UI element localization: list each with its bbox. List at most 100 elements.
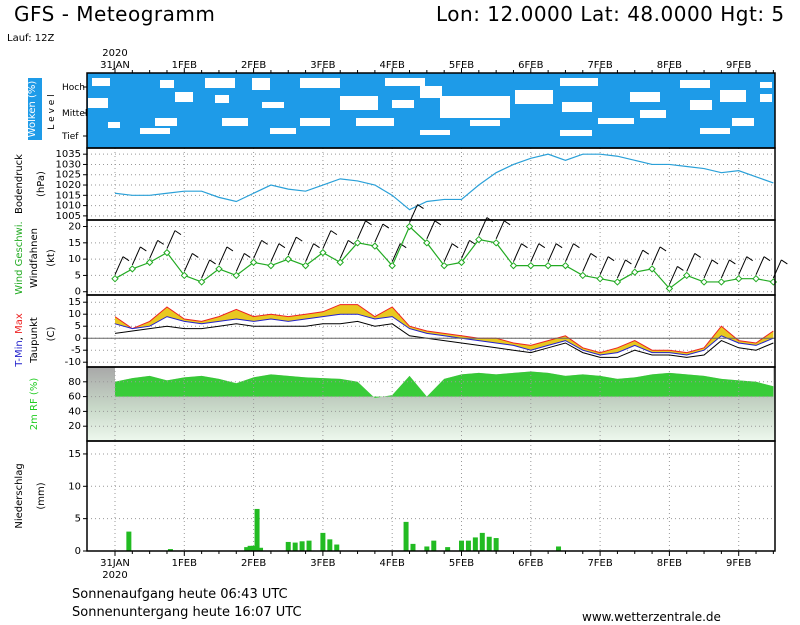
wind-barb [651,246,661,266]
cloud-gap [760,82,772,88]
y-tick-label: 0 [75,546,81,557]
wind-barb [582,253,592,272]
wind-barb [357,220,367,240]
website-link[interactable]: www.wetterzentrale.de [582,610,721,624]
wind-barb [374,223,384,243]
wind-marker [665,284,674,293]
wind-barb [131,246,141,266]
wind-marker [197,278,206,286]
y-tick-label: 1035 [56,149,81,160]
cloud-label-box [28,78,42,140]
cloud-gap [356,118,394,126]
wind-marker [180,271,189,280]
y-tick-label: 1005 [56,211,81,222]
wind-barb-feather [538,243,546,249]
precip-bar [167,549,173,551]
sunrise-text: Sonnenaufgang heute 06:43 UTC [72,587,288,602]
precip-bar [258,547,264,551]
tmin-line [114,313,774,356]
panel-border [86,294,776,368]
wind-marker [215,265,223,273]
precip-bar [254,508,260,551]
precip-bar [247,545,253,551]
date-label-top: 9FEB [726,60,751,71]
precip-bar [244,547,250,551]
wind-marker [301,261,310,270]
wind-barb-feather [140,246,147,252]
y-tick-label: 10 [68,254,81,265]
wind-barb [461,240,470,259]
wind-barb-feather [365,220,372,226]
wind-barb-feather [209,259,216,265]
wind-barb [755,256,765,275]
wind-barb-feather [295,236,303,242]
cloud-gap [690,100,712,110]
date-label-top: 1FEB [172,60,197,71]
y-tick-label: 1015 [56,190,81,201]
wind-marker [232,271,240,280]
wind-barb [253,240,263,259]
wind-marker [648,265,656,273]
wind-barb [322,230,332,249]
cloud-gap [215,95,229,103]
precip-bar [445,547,451,551]
wind-marker [319,248,327,257]
wind-barb-feather [746,256,753,262]
y-tick-label: 1010 [56,201,81,212]
cloud-gap [300,78,340,88]
precip-bar [431,540,437,551]
year-label-top: 2020 [102,48,127,59]
precip-bar [459,540,464,551]
cloud-gap [392,100,414,108]
date-label-top: 31JAN [100,60,130,71]
precip-bar [410,543,416,551]
y-tick-label: 80 [68,377,81,388]
precip-bar [299,541,305,551]
humidity-axis-label: 2m RF (%) [29,378,40,431]
cloud-gap [420,130,450,135]
tmax-line [114,304,774,354]
y-tick-label: 5 [75,514,81,525]
wind-barb [599,256,609,275]
wind-barb [720,259,730,279]
date-label-bottom: 1FEB [172,558,197,569]
wind-barb-feather [122,256,130,262]
cloud-gap [205,78,235,88]
cloud-gap [560,130,592,136]
temp-unit-label: (C) [46,327,57,342]
y-tick-label: 40 [68,406,81,417]
wind-barb-feather [729,259,736,265]
date-label-bottom: 5FEB [449,558,474,569]
level-label: Hoch [62,83,85,93]
y-tick-label: 1030 [56,159,81,170]
wind-barb-feather [226,246,234,252]
wind-marker [561,261,570,270]
dewpoint-line [114,320,774,358]
wind-marker [717,278,726,286]
wind-marker [544,261,552,270]
wind-barb [686,253,696,272]
wind-speed-line [114,225,774,290]
cloud-gap [720,90,746,102]
humidity-area [115,371,774,399]
wind-barb [530,243,540,262]
wind-barb [391,243,401,262]
wind-barb [201,259,211,279]
date-label-top: 2FEB [241,60,266,71]
wind-barb-feather [694,253,702,258]
cloud-gap [340,96,378,110]
date-label-top: 4FEB [380,60,405,71]
wind-barb [287,236,297,256]
date-label-bottom: 8FEB [657,558,682,569]
wind-marker [145,258,154,267]
pressure-unit-label: (hPa) [36,171,47,197]
cloud-gap [470,120,500,126]
precip-bar [479,532,485,551]
precip-bar [251,545,257,551]
cloud-gap [680,80,710,88]
precip-bar [292,542,298,551]
cloud-gap [562,102,592,112]
date-label-bottom: 4FEB [380,558,405,569]
cloud-gap [175,92,193,102]
